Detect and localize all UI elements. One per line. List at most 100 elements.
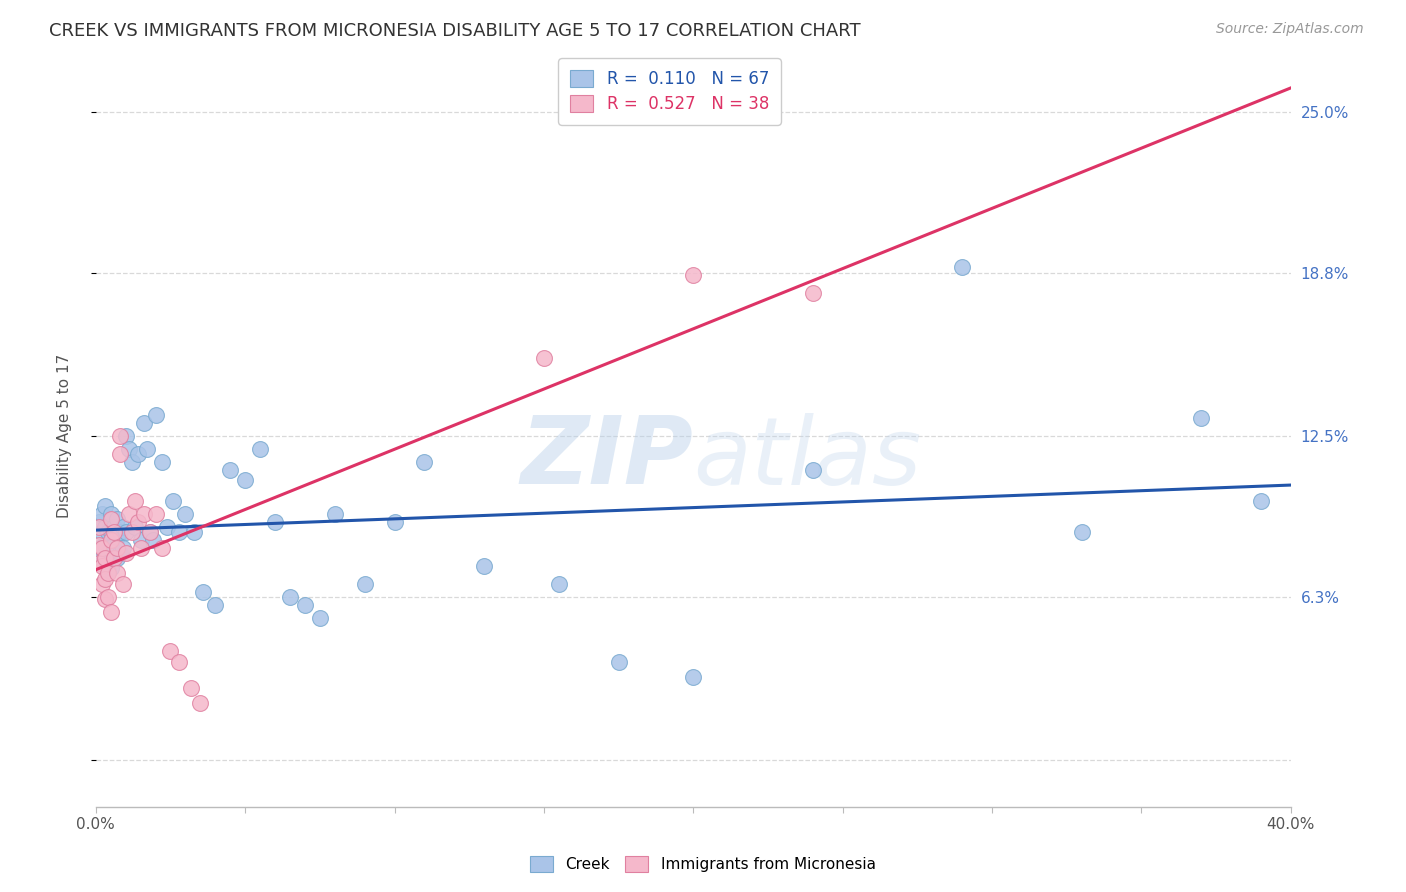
Point bbox=[94, 520, 117, 534]
Point bbox=[323, 507, 346, 521]
Point bbox=[94, 572, 117, 586]
Point bbox=[533, 351, 555, 366]
Point bbox=[141, 533, 163, 547]
Point bbox=[150, 541, 173, 555]
Point bbox=[183, 524, 205, 539]
Point bbox=[100, 543, 122, 558]
Point bbox=[100, 512, 122, 526]
Point bbox=[100, 524, 122, 539]
Point bbox=[97, 590, 120, 604]
Point bbox=[111, 577, 134, 591]
Point bbox=[174, 507, 197, 521]
Point bbox=[108, 546, 131, 560]
Point bbox=[87, 515, 110, 529]
Point bbox=[138, 524, 160, 539]
Point bbox=[353, 577, 375, 591]
Point bbox=[100, 606, 122, 620]
Point bbox=[105, 530, 128, 544]
Point bbox=[233, 473, 256, 487]
Point bbox=[607, 655, 630, 669]
Point bbox=[129, 533, 152, 547]
Point bbox=[121, 524, 143, 539]
Text: CREEK VS IMMIGRANTS FROM MICRONESIA DISABILITY AGE 5 TO 17 CORRELATION CHART: CREEK VS IMMIGRANTS FROM MICRONESIA DISA… bbox=[49, 22, 860, 40]
Point bbox=[97, 566, 120, 581]
Point bbox=[87, 520, 110, 534]
Point bbox=[384, 515, 406, 529]
Point bbox=[118, 507, 141, 521]
Point bbox=[100, 561, 122, 575]
Point bbox=[138, 524, 160, 539]
Point bbox=[188, 696, 211, 710]
Point bbox=[1250, 493, 1272, 508]
Point bbox=[87, 538, 110, 552]
Point bbox=[94, 538, 117, 552]
Point bbox=[94, 499, 117, 513]
Point bbox=[108, 429, 131, 443]
Point bbox=[103, 538, 125, 552]
Point bbox=[97, 524, 120, 539]
Point bbox=[87, 550, 110, 565]
Point bbox=[132, 416, 155, 430]
Point bbox=[169, 524, 191, 539]
Point bbox=[97, 546, 120, 560]
Point bbox=[547, 577, 569, 591]
Point bbox=[156, 520, 179, 534]
Point bbox=[105, 566, 128, 581]
Point bbox=[108, 447, 131, 461]
Point bbox=[180, 681, 202, 695]
Point bbox=[90, 541, 112, 555]
Text: Source: ZipAtlas.com: Source: ZipAtlas.com bbox=[1216, 22, 1364, 37]
Point bbox=[111, 541, 134, 555]
Y-axis label: Disability Age 5 to 17: Disability Age 5 to 17 bbox=[58, 354, 72, 518]
Point bbox=[105, 541, 128, 555]
Point bbox=[87, 541, 110, 555]
Point bbox=[127, 447, 149, 461]
Point bbox=[94, 550, 117, 565]
Point bbox=[127, 515, 149, 529]
Point bbox=[1070, 524, 1092, 539]
Point bbox=[114, 524, 136, 539]
Point bbox=[132, 507, 155, 521]
Point bbox=[97, 564, 120, 578]
Text: ZIP: ZIP bbox=[520, 412, 693, 504]
Point bbox=[103, 550, 125, 565]
Point bbox=[90, 541, 112, 555]
Point bbox=[219, 463, 242, 477]
Point bbox=[94, 558, 117, 573]
Point bbox=[108, 524, 131, 539]
Point bbox=[162, 493, 184, 508]
Point bbox=[118, 442, 141, 456]
Point bbox=[159, 644, 181, 658]
Point bbox=[111, 520, 134, 534]
Point bbox=[950, 260, 973, 275]
Point bbox=[294, 598, 316, 612]
Point bbox=[90, 507, 112, 521]
Point bbox=[90, 558, 112, 573]
Point bbox=[472, 558, 495, 573]
Point bbox=[100, 507, 122, 521]
Point bbox=[90, 577, 112, 591]
Legend: Creek, Immigrants from Micronesia: Creek, Immigrants from Micronesia bbox=[523, 848, 883, 880]
Point bbox=[204, 598, 226, 612]
Point bbox=[129, 541, 152, 555]
Point bbox=[1189, 410, 1212, 425]
Point bbox=[100, 533, 122, 547]
Point bbox=[682, 268, 704, 282]
Point bbox=[145, 507, 167, 521]
Point bbox=[145, 409, 167, 423]
Point bbox=[264, 515, 287, 529]
Text: atlas: atlas bbox=[693, 413, 921, 504]
Point bbox=[121, 455, 143, 469]
Point bbox=[124, 493, 146, 508]
Point bbox=[105, 550, 128, 565]
Point bbox=[193, 584, 215, 599]
Point bbox=[249, 442, 271, 456]
Legend: R =  0.110   N = 67, R =  0.527   N = 38: R = 0.110 N = 67, R = 0.527 N = 38 bbox=[558, 59, 780, 125]
Point bbox=[124, 520, 146, 534]
Point bbox=[169, 655, 191, 669]
Point bbox=[114, 546, 136, 560]
Point bbox=[801, 463, 824, 477]
Point bbox=[105, 512, 128, 526]
Point bbox=[103, 524, 125, 539]
Point bbox=[90, 524, 112, 539]
